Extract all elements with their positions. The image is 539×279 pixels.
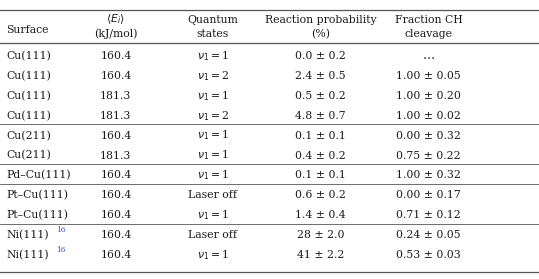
Text: $\nu_1$ = 1: $\nu_1$ = 1 [197,49,229,63]
Text: 16: 16 [56,226,66,234]
Text: 160.4: 160.4 [100,191,132,200]
Text: $\nu_1$ = 1: $\nu_1$ = 1 [197,248,229,262]
Text: 181.3: 181.3 [100,151,132,160]
Text: $\nu_1$ = 2: $\nu_1$ = 2 [197,109,229,122]
Text: Laser off: Laser off [189,191,237,200]
Text: Laser off: Laser off [189,230,237,240]
Text: $\nu_1$ = 1: $\nu_1$ = 1 [197,129,229,143]
Text: Cu(111): Cu(111) [6,51,51,61]
Text: 160.4: 160.4 [100,210,132,220]
Text: Cu(211): Cu(211) [6,150,51,161]
Text: 160.4: 160.4 [100,71,132,81]
Text: 160.4: 160.4 [100,170,132,181]
Text: 0.1 ± 0.1: 0.1 ± 0.1 [295,170,346,181]
Text: Reaction probability: Reaction probability [265,15,377,25]
Text: 1.00 ± 0.05: 1.00 ± 0.05 [396,71,461,81]
Text: 0.24 ± 0.05: 0.24 ± 0.05 [396,230,461,240]
Text: 0.75 ± 0.22: 0.75 ± 0.22 [396,151,461,160]
Text: 181.3: 181.3 [100,91,132,101]
Text: 160.4: 160.4 [100,51,132,61]
Text: 2.4 ± 0.5: 2.4 ± 0.5 [295,71,346,81]
Text: 0.5 ± 0.2: 0.5 ± 0.2 [295,91,346,101]
Text: 1.4 ± 0.4: 1.4 ± 0.4 [295,210,346,220]
Text: 0.53 ± 0.03: 0.53 ± 0.03 [396,250,461,260]
Text: (%): (%) [311,29,330,39]
Text: 16: 16 [56,246,66,254]
Text: $\nu_1$ = 1: $\nu_1$ = 1 [197,208,229,222]
Text: 0.6 ± 0.2: 0.6 ± 0.2 [295,191,346,200]
Text: 4.8 ± 0.7: 4.8 ± 0.7 [295,111,346,121]
Text: $\nu_1$ = 1: $\nu_1$ = 1 [197,89,229,103]
Text: …: … [423,49,434,62]
Text: Fraction CH: Fraction CH [395,15,462,25]
Text: Ni(111): Ni(111) [6,230,49,240]
Text: $\nu_1$ = 2: $\nu_1$ = 2 [197,69,229,83]
Text: (kJ/mol): (kJ/mol) [94,29,137,39]
Text: 0.00 ± 0.32: 0.00 ± 0.32 [396,131,461,141]
Text: Cu(111): Cu(111) [6,91,51,101]
Text: 41 ± 2.2: 41 ± 2.2 [297,250,344,260]
Text: Pt–Cu(111): Pt–Cu(111) [6,210,68,220]
Text: 0.0 ± 0.2: 0.0 ± 0.2 [295,51,346,61]
Text: 181.3: 181.3 [100,111,132,121]
Text: Pt–Cu(111): Pt–Cu(111) [6,190,68,201]
Text: 0.71 ± 0.12: 0.71 ± 0.12 [396,210,461,220]
Text: cleavage: cleavage [404,29,453,39]
Text: 1.00 ± 0.20: 1.00 ± 0.20 [396,91,461,101]
Text: Pd–Cu(111): Pd–Cu(111) [6,170,71,181]
Text: 160.4: 160.4 [100,250,132,260]
Text: $\nu_1$ = 1: $\nu_1$ = 1 [197,149,229,162]
Text: 28 ± 2.0: 28 ± 2.0 [297,230,344,240]
Text: $\nu_1$ = 1: $\nu_1$ = 1 [197,169,229,182]
Text: Cu(111): Cu(111) [6,71,51,81]
Text: Quantum: Quantum [188,15,238,25]
Text: Ni(111): Ni(111) [6,250,49,260]
Text: 1.00 ± 0.32: 1.00 ± 0.32 [396,170,461,181]
Text: Cu(111): Cu(111) [6,110,51,121]
Text: states: states [197,29,229,39]
Text: 0.1 ± 0.1: 0.1 ± 0.1 [295,131,346,141]
Text: 160.4: 160.4 [100,131,132,141]
Text: 1.00 ± 0.02: 1.00 ± 0.02 [396,111,461,121]
Text: Cu(211): Cu(211) [6,131,51,141]
Text: 0.00 ± 0.17: 0.00 ± 0.17 [396,191,461,200]
Text: Surface: Surface [6,25,49,35]
Text: $\langle E_i \rangle$: $\langle E_i \rangle$ [107,13,125,26]
Text: 160.4: 160.4 [100,230,132,240]
Text: 0.4 ± 0.2: 0.4 ± 0.2 [295,151,346,160]
